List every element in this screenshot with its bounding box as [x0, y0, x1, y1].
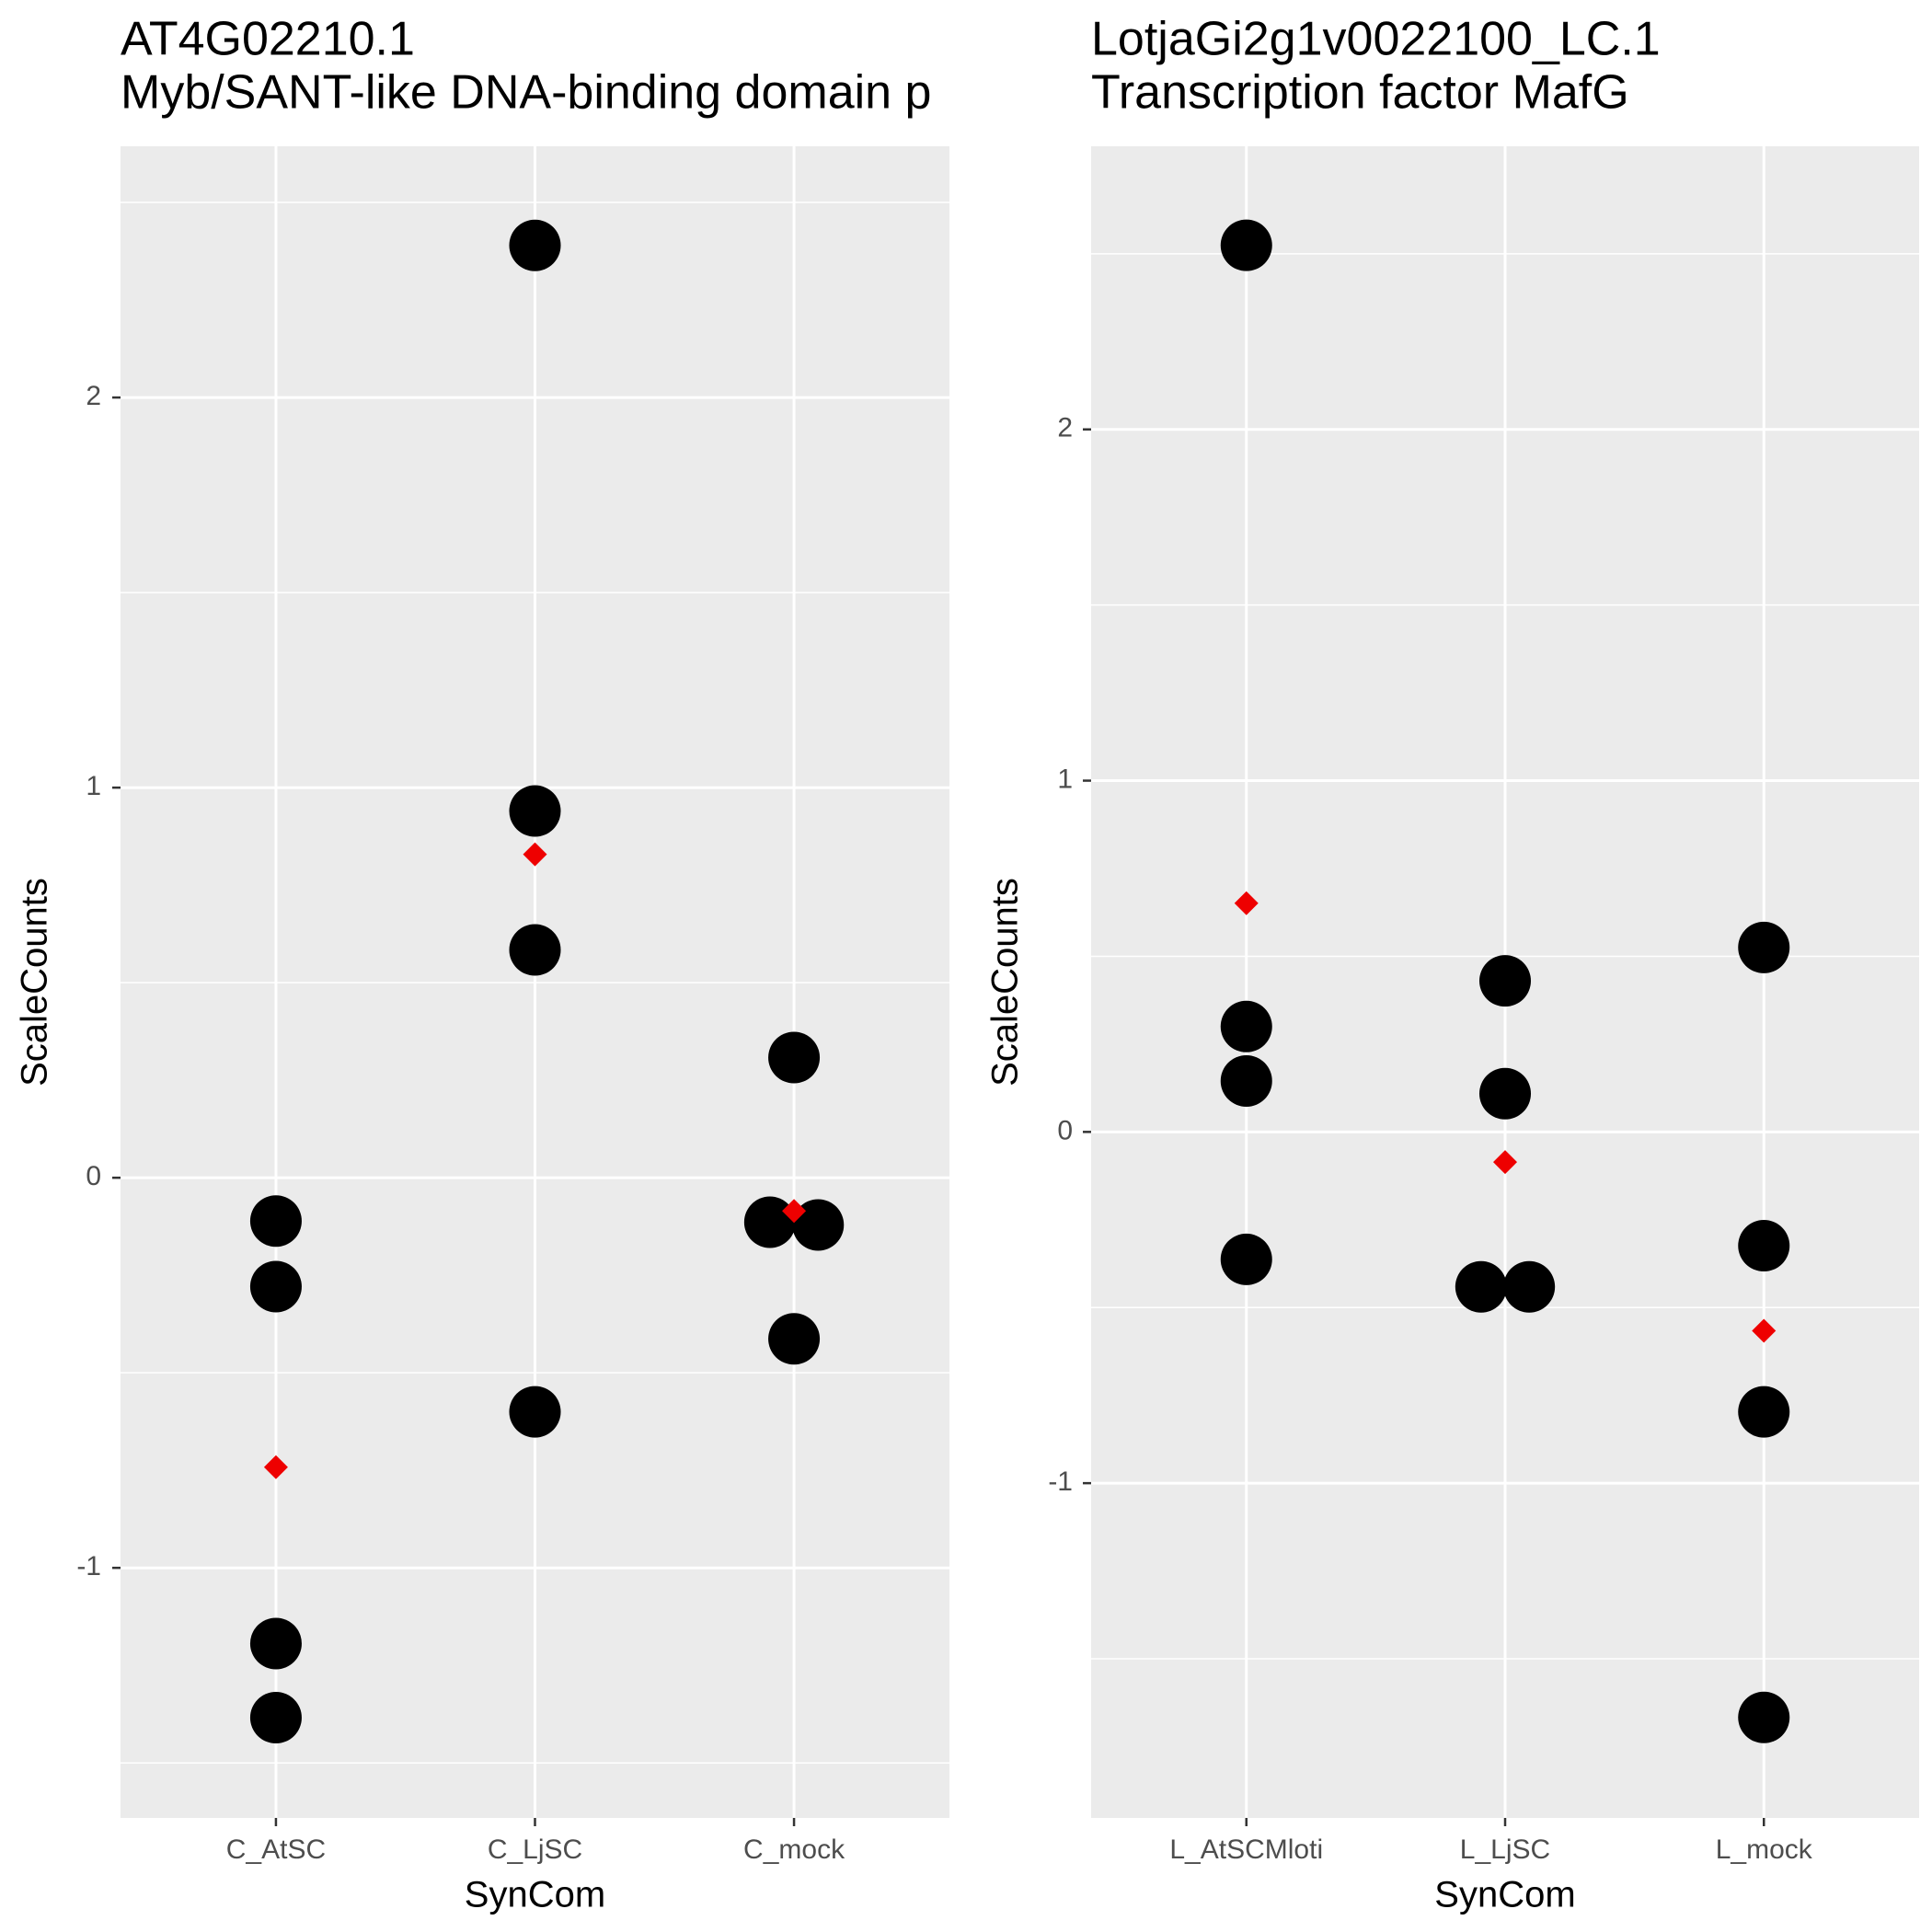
chart-subtitle: Myb/SANT-like DNA-binding domain p	[121, 66, 931, 120]
mean-marker	[263, 1455, 288, 1479]
point	[509, 219, 561, 271]
point	[1479, 1067, 1531, 1120]
point	[1503, 1260, 1556, 1313]
point	[768, 1031, 821, 1084]
y-tick-label: 0	[1057, 1115, 1073, 1145]
y-tick-label: 2	[86, 381, 101, 411]
y-tick-label: -1	[76, 1551, 101, 1581]
chart-title: AT4G02210.1	[121, 13, 415, 66]
x-tick-label: L_mock	[1716, 1834, 1813, 1865]
point	[249, 1260, 302, 1313]
y-tick-label: 2	[1057, 413, 1073, 443]
mean-marker	[782, 1199, 807, 1224]
y-axis-title: ScaleCounts	[985, 878, 1026, 1087]
point	[249, 1195, 302, 1248]
point	[768, 1313, 821, 1365]
point	[1738, 1220, 1790, 1272]
point	[509, 924, 561, 976]
point	[1738, 1691, 1790, 1743]
point	[509, 1386, 561, 1438]
point	[1220, 219, 1272, 271]
x-tick-label: C_LjSC	[488, 1834, 582, 1865]
point	[249, 1692, 302, 1744]
x-tick-label: L_AtSCMloti	[1169, 1834, 1323, 1865]
chart-subtitle: Transcription factor MafG	[1091, 66, 1629, 120]
point	[249, 1617, 302, 1670]
y-tick-label: 1	[86, 771, 101, 801]
y-tick-label: 0	[86, 1161, 101, 1191]
y-tick-label: -1	[1048, 1466, 1073, 1497]
x-tick-label: C_AtSC	[226, 1834, 326, 1865]
mean-marker	[523, 842, 547, 867]
x-tick-label: L_LjSC	[1460, 1834, 1550, 1865]
point	[743, 1196, 796, 1248]
point	[1738, 921, 1790, 973]
mean-marker	[1752, 1318, 1777, 1343]
point	[1738, 1386, 1790, 1438]
point	[792, 1199, 845, 1251]
point	[1455, 1260, 1507, 1313]
mean-marker	[1493, 1150, 1517, 1175]
y-axis-title: ScaleCounts	[15, 878, 55, 1087]
point	[1220, 1233, 1272, 1285]
point	[1479, 955, 1531, 1007]
point	[1220, 1054, 1272, 1107]
point	[1220, 1000, 1272, 1052]
x-axis-title: SynCom	[1434, 1875, 1575, 1915]
y-tick-label: 1	[1057, 764, 1073, 794]
point	[509, 785, 561, 837]
x-axis-title: SynCom	[465, 1875, 605, 1915]
mean-marker	[1234, 891, 1259, 915]
x-tick-label: C_mock	[743, 1834, 845, 1865]
chart-title: LotjaGi2g1v0022100_LC.1	[1091, 13, 1661, 66]
